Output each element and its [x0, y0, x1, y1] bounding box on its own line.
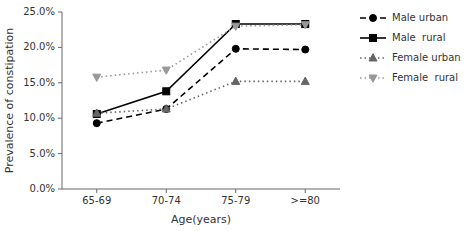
y-tick-label: 5.0% — [30, 148, 55, 159]
x-axis-label: Age(years) — [171, 213, 231, 226]
y-axis-line — [62, 12, 63, 189]
chart: 0.0% 5.0% 10.0% 15.0% 20.0% 25.0% 65-69 70-74 75… — [0, 0, 474, 231]
y-tick — [58, 189, 62, 190]
y-tick-label: 20.0% — [23, 41, 55, 52]
x-tick — [166, 189, 167, 193]
point — [162, 105, 170, 112]
point — [163, 88, 170, 95]
legend-marker — [370, 15, 377, 22]
point — [232, 45, 239, 52]
point — [301, 22, 309, 29]
x-tick — [96, 189, 97, 193]
series-line — [97, 81, 306, 113]
point — [93, 109, 101, 116]
legend-marker — [369, 54, 377, 61]
x-tick-label: 65-69 — [82, 195, 111, 206]
legend-marker — [369, 75, 377, 82]
legend-label: Male urban — [392, 12, 448, 23]
y-tick — [58, 82, 62, 83]
y-tick — [58, 12, 62, 13]
y-tick-label: 0.0% — [30, 183, 55, 194]
series-line — [97, 24, 306, 114]
y-tick-label: 15.0% — [23, 77, 55, 88]
legend-marker — [370, 35, 377, 42]
axes: 0.0% 5.0% 10.0% 15.0% 20.0% 25.0% 65-69 70-74 75… — [23, 6, 340, 206]
point — [162, 67, 170, 74]
y-axis-label: Prevalence of constipation — [3, 28, 16, 174]
legend-label: Male rural — [392, 32, 446, 43]
point — [93, 120, 100, 127]
series-line — [97, 25, 306, 77]
y-tick — [58, 47, 62, 48]
x-tick-label: >=80 — [291, 195, 320, 206]
x-axis-line — [62, 189, 340, 190]
legend: Male urban Male rural Female urban Female r… — [360, 12, 461, 83]
plot-area — [93, 21, 310, 127]
x-tick — [305, 189, 306, 193]
y-tick-label: 10.0% — [23, 112, 55, 123]
y-tick — [58, 153, 62, 154]
legend-label: Female urban — [392, 52, 461, 63]
y-tick-label: 25.0% — [23, 6, 55, 17]
point — [232, 77, 240, 84]
x-tick-label: 70-74 — [152, 195, 181, 206]
y-tick — [58, 118, 62, 119]
x-tick — [235, 189, 236, 193]
series-line — [97, 49, 306, 123]
point — [232, 23, 240, 30]
point — [93, 74, 101, 81]
x-tick-label: 75-79 — [221, 195, 250, 206]
legend-label: Female rural — [392, 72, 458, 83]
point — [302, 46, 309, 53]
point — [163, 105, 170, 112]
point — [301, 77, 309, 84]
